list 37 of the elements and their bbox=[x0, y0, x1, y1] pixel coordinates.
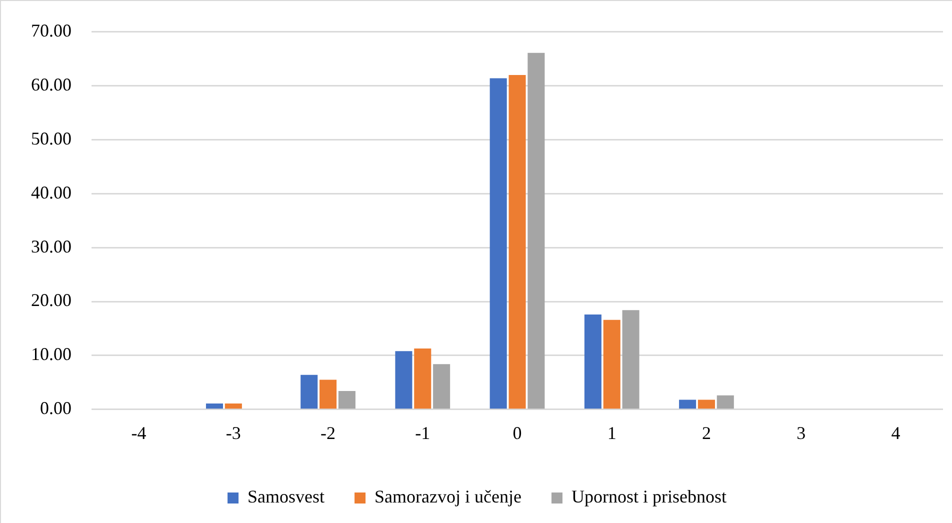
bar bbox=[224, 403, 242, 409]
y-tick-label: 40.00 bbox=[31, 182, 72, 202]
bar bbox=[584, 314, 602, 409]
x-tick-label: 4 bbox=[891, 422, 900, 443]
x-tick-label: 1 bbox=[607, 422, 616, 443]
bar bbox=[698, 400, 715, 409]
bar bbox=[320, 380, 337, 409]
x-tick-label: 2 bbox=[702, 422, 711, 443]
legend-label: Samosvest bbox=[248, 486, 325, 507]
bar bbox=[490, 78, 507, 409]
legend-label: Samorazvoj i učenje bbox=[374, 486, 522, 507]
bar bbox=[508, 74, 526, 409]
bar bbox=[414, 348, 432, 409]
y-tick-label: 10.00 bbox=[31, 344, 72, 364]
bar bbox=[679, 400, 696, 409]
bar bbox=[433, 364, 450, 409]
bar bbox=[206, 403, 224, 409]
x-tick-label: -1 bbox=[415, 422, 430, 443]
y-tick-label: 50.00 bbox=[31, 128, 72, 148]
y-tick-label: 60.00 bbox=[31, 74, 72, 94]
x-tick-label: -3 bbox=[226, 422, 241, 443]
y-tick-label: 70.00 bbox=[31, 20, 72, 41]
x-tick-label: 3 bbox=[796, 422, 806, 443]
bar bbox=[528, 52, 545, 409]
bar bbox=[395, 351, 412, 409]
y-tick-label: 30.00 bbox=[31, 236, 72, 256]
bar bbox=[716, 395, 734, 409]
bar bbox=[300, 374, 318, 409]
y-tick-label: 20.00 bbox=[31, 290, 72, 310]
y-tick-label: 0.00 bbox=[40, 398, 72, 418]
legend-label: Upornost i prisebnost bbox=[571, 486, 726, 507]
x-tick-label: -2 bbox=[320, 422, 336, 443]
x-tick-label: 0 bbox=[512, 422, 522, 443]
x-tick-label: -4 bbox=[131, 422, 146, 443]
bar bbox=[603, 320, 620, 409]
bar bbox=[622, 310, 640, 409]
bar bbox=[338, 391, 356, 409]
